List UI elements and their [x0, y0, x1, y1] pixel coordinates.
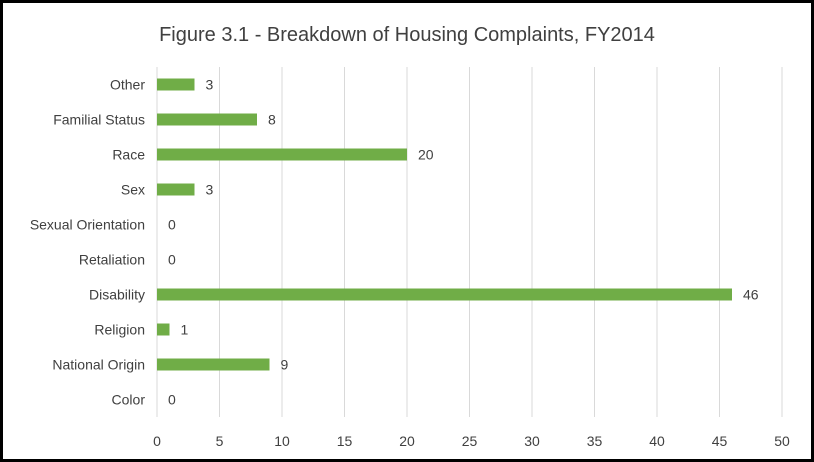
data-label-4: 0 [168, 217, 176, 233]
x-tick-label-6: 30 [524, 433, 540, 449]
data-label-9: 0 [168, 392, 176, 408]
bar-2 [157, 148, 407, 161]
x-axis-tick-labels: 0 5 10 15 20 25 30 35 40 45 50 [153, 433, 790, 449]
category-labels: Other Familial Status Race Sex Sexual Orient… [30, 77, 146, 408]
data-label-0: 3 [206, 77, 214, 93]
x-tick-label-2: 10 [274, 433, 290, 449]
category-label-5: Retaliation [79, 252, 145, 268]
bar-7 [157, 323, 170, 336]
data-label-6: 46 [743, 287, 759, 303]
category-label-0: Other [110, 77, 145, 93]
x-tick-label-9: 45 [712, 433, 728, 449]
data-label-8: 9 [281, 357, 289, 373]
data-label-5: 0 [168, 252, 176, 268]
category-label-4: Sexual Orientation [30, 217, 145, 233]
data-label-2: 20 [418, 147, 434, 163]
data-label-1: 8 [268, 112, 276, 128]
data-label-3: 3 [206, 182, 214, 198]
x-tick-label-8: 40 [649, 433, 665, 449]
x-tick-label-7: 35 [587, 433, 603, 449]
x-tick-label-10: 50 [774, 433, 790, 449]
category-label-6: Disability [89, 287, 145, 303]
x-tick-label-5: 25 [462, 433, 478, 449]
bar-6 [157, 288, 732, 301]
chart-title: Figure 3.1 - Breakdown of Housing Compla… [159, 24, 655, 46]
category-label-1: Familial Status [53, 112, 145, 128]
category-label-3: Sex [121, 182, 145, 198]
x-tick-label-1: 5 [216, 433, 224, 449]
bar-8 [157, 358, 270, 371]
data-label-7: 1 [181, 322, 189, 338]
bars [157, 78, 732, 371]
category-label-7: Religion [94, 322, 145, 338]
bar-0 [157, 78, 195, 91]
data-labels: 3 8 20 3 0 0 46 1 9 0 [168, 77, 759, 408]
category-label-9: Color [112, 392, 146, 408]
bar-chart: Figure 3.1 - Breakdown of Housing Compla… [30, 24, 790, 449]
bar-1 [157, 113, 257, 126]
x-tick-label-3: 15 [337, 433, 353, 449]
category-label-8: National Origin [52, 357, 145, 373]
category-label-2: Race [112, 147, 145, 163]
bar-3 [157, 183, 195, 196]
x-tick-label-4: 20 [399, 433, 415, 449]
x-tick-label-0: 0 [153, 433, 161, 449]
